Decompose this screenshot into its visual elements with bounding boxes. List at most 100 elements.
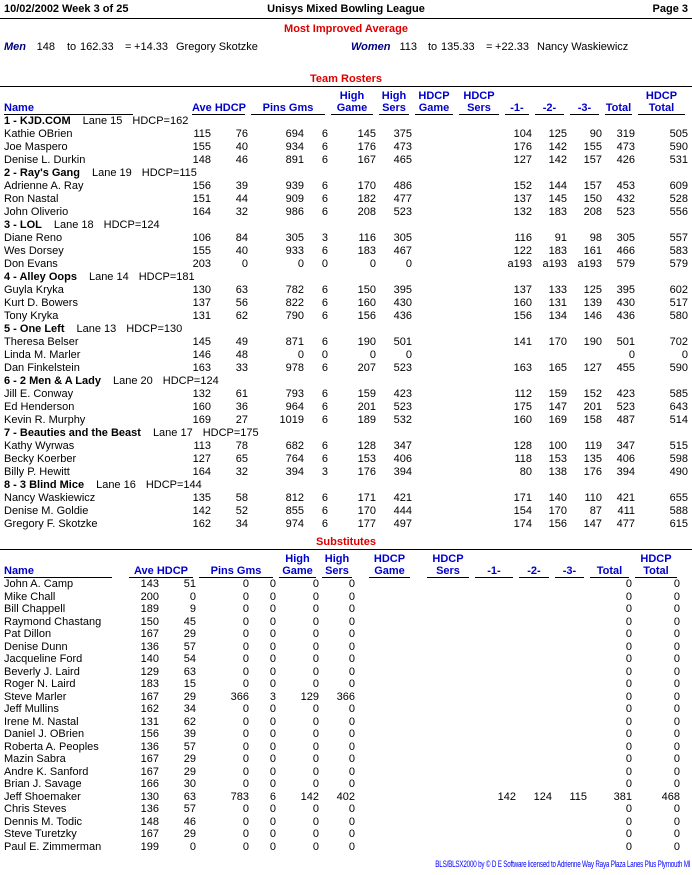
stat-cell: 0 <box>242 640 249 653</box>
stat-cell: 116 <box>358 232 376 244</box>
stat-cell <box>516 703 552 716</box>
stat-cell: 909 <box>285 193 304 205</box>
stat-cell: 406 <box>616 453 635 465</box>
player-name: Steve Marler <box>4 690 67 703</box>
stat-cell <box>355 791 424 804</box>
player-name: Denise Dunn <box>4 640 68 653</box>
men-label: Men <box>4 41 26 53</box>
stat-cell: 395 <box>393 284 412 296</box>
stat-cell: 0 <box>673 703 680 715</box>
stat-cell: 157 <box>583 154 602 166</box>
stat-cell: 0 <box>625 690 632 703</box>
player-row: Denise M. Goldie 142 52 855 6 170 444 154 170 87 4… <box>4 505 692 518</box>
stat-cell: 0 <box>625 765 632 778</box>
team-rosters-title: Team Rosters <box>310 73 382 85</box>
stat-cell: 155 <box>192 245 211 257</box>
stat-cell <box>456 180 502 193</box>
stat-cell: 150 <box>140 615 159 628</box>
stat-cell: 169 <box>192 414 211 426</box>
stat-cell: 9 <box>189 603 196 615</box>
stat-cell <box>472 691 516 704</box>
stat-cell: 127 <box>583 362 602 374</box>
stat-cell: 0 <box>269 578 276 590</box>
team-lane: Lane 13 <box>76 323 117 335</box>
stat-cell: 142 <box>548 141 567 153</box>
stat-cell: 0 <box>348 753 355 765</box>
team-lane: Lane 19 <box>91 167 132 179</box>
stat-cell <box>552 803 587 816</box>
stat-cell: 175 <box>513 401 532 413</box>
stat-cell: 643 <box>669 401 688 413</box>
stat-cell: 137 <box>192 297 211 309</box>
stat-cell: 0 <box>269 715 276 728</box>
stat-cell <box>424 766 472 779</box>
stat-cell: 501 <box>616 336 635 348</box>
stat-cell: 49 <box>235 336 248 348</box>
player-name: Dan Finkelstein <box>4 362 80 374</box>
stat-cell: 0 <box>625 753 632 765</box>
stat-cell: 0 <box>269 828 276 840</box>
stat-cell <box>552 828 587 841</box>
stat-cell: 183 <box>140 678 159 690</box>
stat-cell <box>552 691 587 704</box>
stat-cell <box>516 691 552 704</box>
stat-cell <box>516 778 552 791</box>
stat-cell <box>472 603 516 616</box>
player-name: Diane Reno <box>4 232 63 244</box>
stat-cell <box>456 336 502 349</box>
stat-cell: 129 <box>300 690 319 703</box>
stat-cell: 200 <box>140 590 159 603</box>
stat-cell: 46 <box>183 815 196 828</box>
stat-cell: 580 <box>669 310 688 322</box>
stat-cell: 91 <box>554 232 567 244</box>
stat-cell: 58 <box>235 492 248 504</box>
stat-cell: 146 <box>192 349 211 361</box>
stat-cell: 0 <box>369 258 376 270</box>
stat-cell: 0 <box>673 715 680 728</box>
stat-cell <box>552 766 587 779</box>
stat-cell <box>456 453 502 466</box>
team-name: 1 - KJD.COM <box>4 115 71 127</box>
women-to: 135.33 <box>441 41 475 53</box>
stat-cell: 0 <box>312 765 319 778</box>
player-row: Becky Koerber 127 65 764 6 153 406 118 153 135 406… <box>4 453 692 466</box>
stat-cell <box>424 803 472 816</box>
subs-body: John A. Camp 143 51 0 0 0 0 0 0 Mike Chall 200 0 0 0 0… <box>4 578 692 853</box>
stat-cell <box>355 578 424 591</box>
team-header: 1 - KJD.COM Lane 15 HDCP=162 <box>4 115 692 128</box>
stat-cell <box>424 703 472 716</box>
stat-cell <box>456 440 502 453</box>
stat-cell: 174 <box>513 518 532 530</box>
stat-cell: 163 <box>192 362 211 374</box>
player-row: Theresa Belser 145 49 871 6 190 501 141 170 190 50… <box>4 336 692 349</box>
stat-cell <box>424 841 472 854</box>
stat-cell: 0 <box>269 840 276 853</box>
stat-cell: 6 <box>269 790 276 803</box>
team-name: 3 - LOL <box>4 219 42 231</box>
stat-cell <box>456 349 502 362</box>
substitutes-table: Name Ave HDCP Pins Gms High Game High Sers… <box>0 551 692 853</box>
stat-cell: 0 <box>348 628 355 640</box>
stat-cell: 0 <box>348 603 355 615</box>
stat-cell: 0 <box>269 615 276 628</box>
player-name: Ed Henderson <box>4 401 75 413</box>
stat-cell: 0 <box>625 665 632 678</box>
stat-cell: 0 <box>269 703 276 715</box>
stat-cell: 0 <box>269 753 276 765</box>
stat-cell: 87 <box>589 505 602 517</box>
stat-cell: 48 <box>235 349 248 361</box>
stat-cell: 127 <box>513 154 532 166</box>
player-row: Kevin R. Murphy 169 27 1019 6 189 532 160 169 158… <box>4 414 692 427</box>
stat-cell: 0 <box>625 815 632 828</box>
substitute-row: Steve Marler 167 29 366 3 129 366 0 0 <box>4 691 692 704</box>
stat-cell <box>552 653 587 666</box>
stat-cell <box>355 703 424 716</box>
stat-cell: 142 <box>192 505 211 517</box>
stat-cell: 0 <box>348 665 355 678</box>
stat-cell: 0 <box>681 349 688 361</box>
player-name: Daniel J. OBrien <box>4 728 85 740</box>
stat-cell: a193 <box>577 258 602 270</box>
stat-cell: 131 <box>548 297 567 309</box>
col-ave-hdcp: Ave HDCP <box>192 102 246 115</box>
stat-cell <box>456 388 502 401</box>
